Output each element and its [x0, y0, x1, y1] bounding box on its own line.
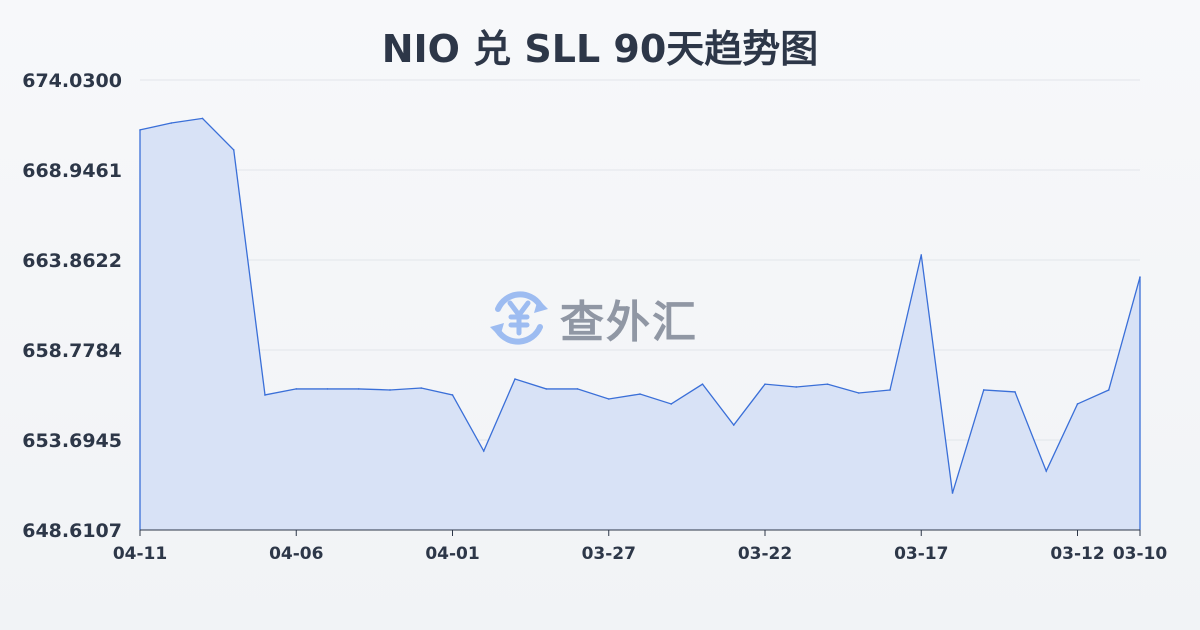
data-point — [201, 117, 204, 120]
y-tick-label: 663.8622 — [22, 250, 122, 272]
data-point — [389, 389, 391, 391]
data-point — [326, 388, 329, 390]
x-tick-label: 03-27 — [582, 544, 636, 564]
data-point — [732, 424, 735, 426]
data-point — [1045, 470, 1048, 472]
data-point — [639, 393, 641, 395]
data-point — [576, 388, 579, 390]
data-point — [1076, 403, 1079, 405]
x-tick-label: 03-12 — [1050, 544, 1104, 564]
x-tick-label: 04-01 — [425, 544, 479, 564]
data-point — [514, 378, 516, 380]
x-tick-label: 04-11 — [113, 544, 167, 564]
data-point — [139, 129, 141, 131]
data-point — [795, 386, 798, 388]
data-point — [764, 383, 766, 385]
data-point — [670, 403, 673, 405]
y-tick-label: 658.7784 — [22, 340, 122, 362]
chart-title: NIO 兑 SLL 90天趋势图 — [381, 27, 819, 71]
y-tick-label: 674.0300 — [22, 70, 122, 92]
data-point — [607, 398, 610, 400]
data-point — [826, 383, 829, 385]
data-point — [482, 450, 485, 452]
data-point — [451, 394, 454, 396]
watermark: 查外汇 — [488, 286, 698, 350]
data-point — [1139, 276, 1141, 278]
y-tick-label: 653.6945 — [22, 430, 122, 452]
data-point — [264, 394, 266, 396]
data-point — [951, 492, 954, 494]
data-point — [357, 388, 360, 390]
data-point — [857, 392, 860, 394]
yen-exchange-icon — [490, 291, 548, 345]
x-tick-label: 03-17 — [894, 544, 948, 564]
data-point — [1107, 389, 1110, 391]
area-fill — [140, 118, 1140, 530]
x-tick-label: 03-22 — [738, 544, 792, 564]
data-point — [920, 254, 923, 256]
data-point — [982, 389, 985, 391]
watermark-text: 查外汇 — [560, 297, 698, 348]
data-point — [170, 122, 173, 124]
data-point — [295, 388, 298, 390]
data-point — [1014, 391, 1016, 393]
y-tick-label: 668.9461 — [22, 160, 122, 182]
data-point — [701, 383, 704, 385]
y-tick-label: 648.6107 — [22, 520, 122, 542]
data-point — [232, 149, 235, 151]
x-tick-label: 03-10 — [1113, 544, 1168, 564]
data-point — [420, 387, 423, 389]
x-tick-label: 04-06 — [269, 544, 323, 564]
data-point — [889, 389, 891, 391]
data-point — [545, 388, 548, 390]
